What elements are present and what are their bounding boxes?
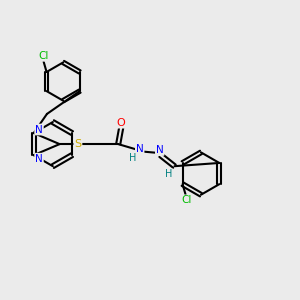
Text: H: H <box>129 153 137 163</box>
Text: S: S <box>74 139 81 149</box>
Text: N: N <box>35 124 43 134</box>
Text: Cl: Cl <box>38 51 49 61</box>
Text: N: N <box>156 145 164 155</box>
Text: Cl: Cl <box>182 195 192 205</box>
Text: N: N <box>35 154 43 164</box>
Text: N: N <box>136 143 144 154</box>
Text: H: H <box>166 169 173 179</box>
Text: O: O <box>117 118 125 128</box>
